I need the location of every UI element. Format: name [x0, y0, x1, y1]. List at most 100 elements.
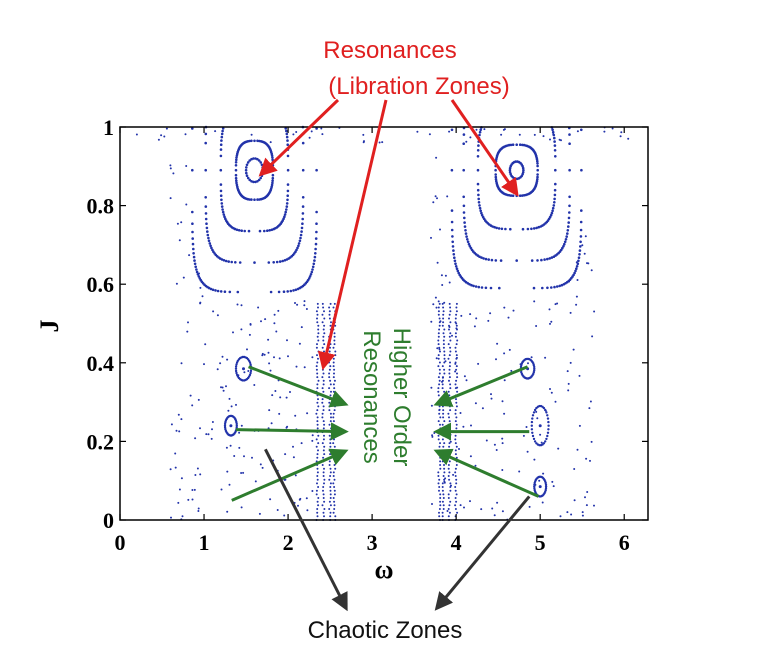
phase-point — [469, 500, 471, 503]
phase-point — [476, 149, 480, 152]
phase-point — [169, 167, 172, 170]
phase-point — [444, 274, 447, 277]
phase-point — [315, 222, 318, 225]
phase-point — [566, 370, 569, 373]
phase-point — [567, 225, 570, 228]
phase-point — [619, 135, 622, 138]
phase-point — [448, 335, 451, 338]
phase-point — [515, 143, 518, 146]
phase-point — [449, 489, 452, 492]
phase-point — [455, 464, 458, 466]
phase-point — [544, 440, 547, 443]
phase-point — [493, 514, 496, 517]
phase-point — [234, 369, 238, 373]
phase-point — [191, 498, 194, 501]
phase-point — [185, 203, 188, 206]
phase-point — [221, 208, 224, 211]
phase-point — [323, 423, 326, 426]
phase-point — [455, 423, 458, 426]
phase-point — [219, 362, 222, 365]
phase-point — [554, 182, 557, 186]
phase-point — [465, 379, 468, 382]
phase-point — [333, 394, 336, 397]
phase-point — [477, 201, 481, 204]
phase-point — [463, 506, 465, 509]
phase-point — [503, 128, 506, 131]
phase-point — [447, 497, 450, 499]
phase-point — [551, 128, 554, 131]
phase-point — [447, 515, 450, 518]
axis-ticks: 0 1 2 3 4 5 6 0 0.2 0.4 0.6 0.8 1 — [87, 115, 648, 555]
phase-point — [451, 240, 455, 244]
phase-point — [454, 442, 457, 445]
phase-point — [438, 317, 441, 320]
phase-point — [443, 464, 445, 466]
phase-point — [317, 442, 320, 445]
phase-point — [329, 383, 332, 386]
phase-point — [473, 325, 476, 328]
phase-point — [438, 379, 441, 382]
phase-point — [301, 196, 305, 199]
phase-point — [442, 313, 445, 316]
phase-point — [496, 501, 499, 504]
phase-point — [455, 357, 458, 360]
phase-point — [480, 256, 483, 259]
phase-point — [521, 227, 525, 231]
phase-point — [328, 350, 331, 353]
phase-point — [448, 478, 451, 481]
phase-point — [235, 156, 238, 159]
phase-point — [323, 350, 325, 353]
phase-point — [544, 408, 547, 412]
phase-point — [176, 222, 179, 225]
phase-point — [509, 227, 512, 231]
phase-point — [220, 488, 223, 491]
phase-point — [328, 423, 331, 426]
phase-point — [579, 228, 583, 232]
phase-point — [333, 372, 335, 375]
phase-point — [322, 497, 325, 499]
phase-point — [454, 361, 457, 364]
phase-point — [275, 260, 279, 264]
phase-point — [273, 356, 275, 359]
phase-point — [560, 283, 564, 287]
phase-point — [268, 409, 271, 412]
phase-point — [573, 468, 576, 470]
phase-point — [450, 168, 454, 172]
phase-point — [301, 217, 305, 221]
phase-point — [177, 501, 180, 504]
phase-point — [295, 365, 298, 368]
phase-point — [235, 422, 238, 426]
phase-point — [195, 270, 199, 274]
phase-point — [277, 290, 281, 294]
phase-point — [204, 168, 207, 172]
phase-point — [574, 269, 577, 273]
phase-point — [455, 368, 458, 371]
phase-point — [522, 168, 525, 172]
phase-point — [194, 265, 197, 269]
phase-point — [334, 427, 337, 430]
phase-point — [329, 486, 332, 488]
higher-order-arrow — [235, 422, 349, 441]
phase-point — [169, 164, 172, 167]
phase-point — [456, 376, 459, 379]
phase-point — [439, 497, 442, 499]
phase-point — [580, 128, 583, 132]
phase-point — [441, 284, 444, 286]
phase-point — [220, 139, 223, 142]
phase-point — [520, 363, 523, 367]
phase-point — [448, 328, 450, 331]
phase-point — [240, 424, 243, 427]
phase-point — [332, 390, 335, 393]
phase-point — [552, 204, 556, 207]
phase-point — [191, 210, 194, 214]
phase-point — [256, 180, 259, 183]
phase-point — [448, 420, 451, 423]
phase-point — [478, 206, 482, 210]
phase-point — [226, 470, 229, 473]
phase-point — [298, 342, 301, 345]
phase-point — [226, 510, 229, 513]
phase-point — [441, 302, 444, 305]
phase-point — [438, 328, 441, 331]
phase-point — [219, 189, 223, 193]
phase-point — [448, 445, 451, 448]
